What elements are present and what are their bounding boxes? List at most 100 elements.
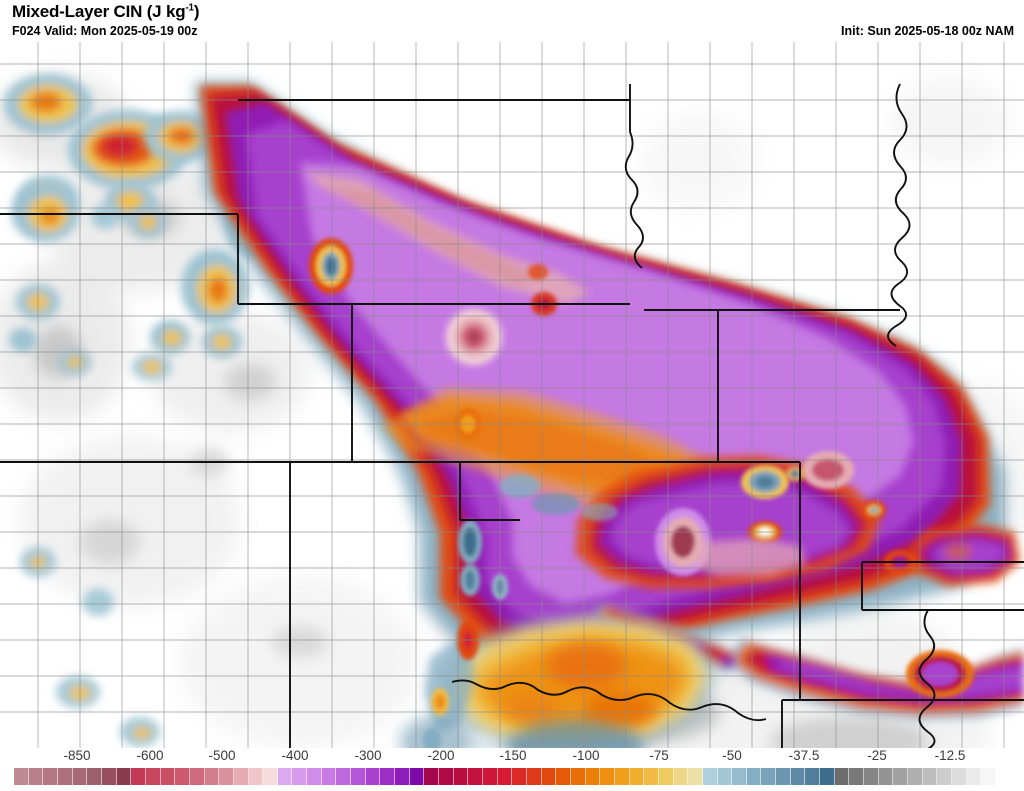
contour-map[interactable]: www.pivotalweather.com piv xyxy=(0,42,1024,748)
colorbar-swatch[interactable] xyxy=(776,768,791,785)
colorbar-swatch[interactable] xyxy=(233,768,249,785)
ok-pale-shelf xyxy=(690,538,806,576)
colorbar-swatch[interactable] xyxy=(512,768,527,785)
model-init-time: Init: Sun 2025-05-18 00z NAM xyxy=(841,24,1014,38)
oklahoma-complex xyxy=(576,451,880,588)
colorbar-swatch[interactable] xyxy=(483,768,498,785)
colorbar-swatch[interactable] xyxy=(453,768,469,785)
colorbar-swatch[interactable] xyxy=(981,768,996,785)
colorbar-swatch[interactable] xyxy=(644,768,659,785)
colorbar-swatch[interactable] xyxy=(204,768,220,785)
colorbar-swatch[interactable] xyxy=(732,768,747,785)
colorbar-swatch[interactable] xyxy=(556,768,571,785)
colorbar-swatch[interactable] xyxy=(424,768,440,785)
colorbar-swatch[interactable] xyxy=(658,768,674,785)
colorbar-swatch[interactable] xyxy=(351,768,366,785)
colorbar-swatch[interactable] xyxy=(101,768,117,785)
colorbar-swatch[interactable] xyxy=(468,768,483,785)
sw-nebraska-cell xyxy=(528,264,548,280)
wyoming-teal-eye-cell xyxy=(309,238,353,294)
colorbar-swatch[interactable] xyxy=(790,768,806,785)
colorbar-tick-label: -400 xyxy=(281,748,309,763)
colorbar-swatch[interactable] xyxy=(409,768,425,785)
map-header: Mixed-Layer CIN (J kg-1) F024 Valid: Mon… xyxy=(0,0,1024,42)
colorbar-legend[interactable]: -850 -600 -500 -400 -300 -200 -150 -100 -75 -50 -3… xyxy=(0,748,1024,791)
page-title-close: ) xyxy=(193,2,200,21)
page-title: Mixed-Layer CIN (J kg-1) xyxy=(12,2,200,22)
colorbar-swatch[interactable] xyxy=(600,768,615,785)
colorbar-swatch[interactable] xyxy=(908,768,923,785)
colorbar-swatch[interactable] xyxy=(497,768,513,785)
colorbar-swatch[interactable] xyxy=(292,768,308,785)
colorbar-swatch[interactable] xyxy=(87,768,102,785)
colorbar-swatch[interactable] xyxy=(380,768,396,785)
colorbar-swatch[interactable] xyxy=(849,768,865,785)
colorbar-swatch[interactable] xyxy=(72,768,88,785)
colorbar-tick-label: -300 xyxy=(354,748,382,763)
colorbar-swatch[interactable] xyxy=(43,768,58,785)
colorbar-swatch[interactable] xyxy=(439,768,454,785)
arkansas-tiny-cell xyxy=(862,500,886,520)
forecast-valid-time: F024 Valid: Mon 2025-05-19 00z xyxy=(12,24,198,38)
colorbar-swatch[interactable] xyxy=(966,768,982,785)
colorbar-swatch[interactable] xyxy=(614,768,630,785)
colorbar-tick-label: -37.5 xyxy=(788,748,820,763)
colorbar-swatches[interactable] xyxy=(14,768,1010,785)
colorbar-swatch[interactable] xyxy=(820,768,835,785)
colorbar-swatch[interactable] xyxy=(28,768,44,785)
colorbar-swatch[interactable] xyxy=(248,768,264,785)
colorbar-swatch[interactable] xyxy=(189,768,205,785)
south-border-cells xyxy=(500,474,618,521)
mississippi-hump xyxy=(906,650,974,698)
colorbar-tick-label: -150 xyxy=(499,748,527,763)
colorbar-swatch[interactable] xyxy=(673,768,689,785)
colorbar-swatch[interactable] xyxy=(131,768,146,785)
ok-small-teal-dot xyxy=(786,467,804,481)
ok-teal-eye-cell xyxy=(741,465,789,499)
kansas-bullseye-cell xyxy=(440,303,508,371)
colorbar-swatch[interactable] xyxy=(629,768,645,785)
colorbar-swatch[interactable] xyxy=(937,768,952,785)
colorbar-swatch[interactable] xyxy=(688,768,703,785)
colorbar-swatch[interactable] xyxy=(834,768,850,785)
colorbar-tick-labels: -850 -600 -500 -400 -300 -200 -150 -100 -75 -50 -3… xyxy=(0,748,1024,768)
colorbar-swatch[interactable] xyxy=(585,768,601,785)
colorbar-swatch[interactable] xyxy=(805,768,821,785)
colorbar-swatch[interactable] xyxy=(541,768,557,785)
colorbar-swatch[interactable] xyxy=(175,768,190,785)
colorbar-swatch[interactable] xyxy=(995,768,1010,785)
colorbar-swatch[interactable] xyxy=(395,768,410,785)
colorbar-swatch[interactable] xyxy=(893,768,909,785)
colorbar-tick-label: -25 xyxy=(867,748,887,763)
colorbar-swatch[interactable] xyxy=(878,768,894,785)
colorbar-swatch[interactable] xyxy=(746,768,762,785)
colorbar-swatch[interactable] xyxy=(761,768,777,785)
colorbar-swatch[interactable] xyxy=(702,768,718,785)
colorbar-swatch[interactable] xyxy=(365,768,381,785)
texas-orange-field xyxy=(400,614,716,748)
colorbar-swatch[interactable] xyxy=(922,768,938,785)
colorbar-swatch[interactable] xyxy=(219,768,234,785)
colorbar-swatch[interactable] xyxy=(14,768,29,785)
colorbar-tick-label: -75 xyxy=(649,748,669,763)
colorbar-swatch[interactable] xyxy=(864,768,879,785)
colorbar-tick-label: -50 xyxy=(722,748,742,763)
colorbar-swatch[interactable] xyxy=(160,768,176,785)
colorbar-swatch[interactable] xyxy=(952,768,967,785)
map-fill-layer xyxy=(0,42,1024,748)
colorbar-swatch[interactable] xyxy=(145,768,161,785)
colorbar-swatch[interactable] xyxy=(336,768,352,785)
colorbar-swatch[interactable] xyxy=(263,768,278,785)
colorbar-swatch[interactable] xyxy=(717,768,733,785)
colorbar-tick-label: -200 xyxy=(427,748,455,763)
colorbar-swatch[interactable] xyxy=(307,768,322,785)
colorbar-swatch[interactable] xyxy=(57,768,73,785)
colorbar-swatch[interactable] xyxy=(526,768,542,785)
colorbar-tick-label: -850 xyxy=(63,748,91,763)
colorbar-swatch[interactable] xyxy=(321,768,337,785)
page-title-exponent: -1 xyxy=(185,2,194,14)
colorbar-swatch[interactable] xyxy=(116,768,132,785)
colorbar-swatch[interactable] xyxy=(277,768,293,785)
colorbar-swatch[interactable] xyxy=(570,768,586,785)
